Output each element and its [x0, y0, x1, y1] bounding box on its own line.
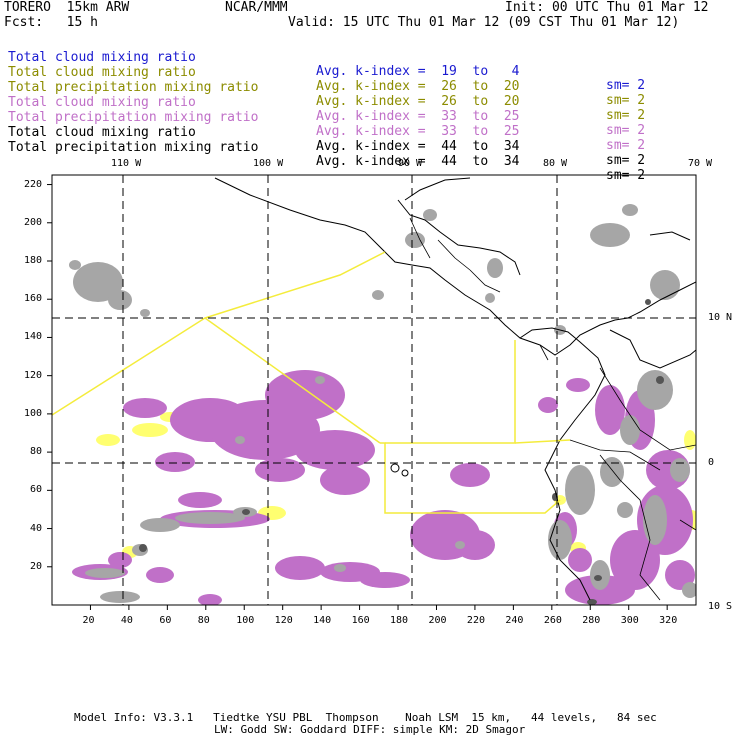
x-tick: 260: [543, 615, 562, 626]
legend-sm: sm= 2: [606, 123, 646, 138]
legend-sm: sm= 2: [606, 78, 646, 93]
valid-time: Valid: 15 UTC Thu 01 Mar 12 (09 CST Thu …: [288, 15, 680, 30]
legend-field: Total precipitation mixing ratio: [8, 110, 259, 125]
x-tick: 80: [197, 615, 210, 626]
lon-label: 100 W: [253, 158, 284, 169]
legend-sm: sm= 2: [606, 108, 646, 123]
legend-index: Avg. k-index = 19 to 4: [316, 64, 520, 79]
legend-field: Total cloud mixing ratio: [8, 125, 196, 140]
x-tick: 240: [505, 615, 524, 626]
model-name: TORERO 15km ARW: [4, 0, 130, 15]
legend-index: Avg. k-index = 33 to 25: [316, 109, 520, 124]
y-tick: 40: [30, 522, 43, 534]
legend-index: Avg. k-index = 33 to 25: [316, 124, 520, 139]
footer-physics-info: LW: Godd SW: Goddard DIFF: simple KM: 2D…: [214, 723, 526, 736]
x-tick: 100: [236, 615, 255, 626]
legend-index: Avg. k-index = 44 to 34: [316, 139, 520, 154]
legend-sm: sm= 2: [606, 93, 646, 108]
map-frame: [51, 174, 697, 606]
y-tick: 160: [24, 293, 43, 305]
lat-lon-grid: [52, 175, 696, 605]
x-tick: 220: [466, 615, 485, 626]
legend-field: Total cloud mixing ratio: [8, 65, 196, 80]
legend-sm: sm= 2: [606, 138, 646, 153]
y-tick: 120: [24, 369, 43, 381]
y-tick: 60: [30, 484, 43, 496]
x-tick: 280: [582, 615, 601, 626]
legend-row: Total cloud mixing ratio Avg. k-index = …: [0, 112, 645, 182]
legend-field: Total cloud mixing ratio: [8, 95, 196, 110]
legend-row: Total cloud mixing ratio Avg. k-index = …: [0, 52, 645, 122]
legend-row: Total precipitation mixing ratio Avg. k-…: [0, 67, 645, 137]
legend-field: Total precipitation mixing ratio: [8, 140, 259, 155]
legend-index: Avg. k-index = 26 to 20: [316, 79, 520, 94]
center-name: NCAR/MMM: [225, 0, 288, 15]
y-tick: 180: [24, 255, 43, 266]
init-time: Init: 00 UTC Thu 01 Mar 12: [505, 0, 709, 15]
lat-label: 10 S: [708, 601, 733, 612]
galapagos-islands: [390, 463, 409, 477]
forecast-hour: Fcst: 15 h: [4, 15, 98, 30]
x-tick: 180: [390, 615, 409, 626]
gray-cloud-patches: [69, 204, 696, 603]
legend-row: Total precipitation mixing ratio Avg. k-…: [0, 127, 645, 197]
x-tick: 40: [120, 615, 133, 626]
legend-sm: sm= 2: [606, 153, 646, 168]
lon-label: 70 W: [688, 158, 713, 169]
legend-index: Avg. k-index = 44 to 34: [316, 154, 520, 169]
x-tick: 160: [351, 615, 370, 626]
y-tick: 100: [24, 407, 43, 419]
x-tick: 200: [428, 615, 447, 626]
lon-label: 110 W: [111, 158, 142, 169]
map-layers: [52, 175, 696, 605]
x-tick: 20: [82, 615, 95, 626]
footer-model-info: Model Info: V3.3.1 Tiedtke YSU PBL Thomp…: [74, 711, 657, 724]
lat-label: 0: [708, 457, 715, 468]
legend-row: Total cloud mixing ratio Avg. k-index = …: [0, 82, 645, 152]
legend-field: Total precipitation mixing ratio: [8, 80, 259, 95]
lon-label: 80 W: [543, 158, 568, 169]
legend-row: Total cloud mixing ratio Avg. k-index = …: [0, 37, 645, 107]
y-tick: 220: [24, 178, 43, 190]
x-tick: 140: [313, 615, 332, 626]
flight-tracks: [52, 251, 571, 514]
x-tick: 320: [659, 615, 678, 626]
legend-field: Total cloud mixing ratio: [8, 50, 196, 65]
lon-label: 90 W: [398, 158, 423, 169]
country-borders: [409, 217, 696, 601]
legend-index: Avg. k-index = 26 to 20: [316, 94, 520, 109]
x-tick: 60: [159, 615, 172, 626]
y-tick: 80: [30, 446, 43, 458]
legend-row: Total precipitation mixing ratio Avg. k-…: [0, 97, 645, 167]
tick-marks: [47, 184, 668, 610]
x-tick: 120: [274, 615, 293, 626]
x-tick: 300: [620, 615, 639, 626]
y-tick: 140: [24, 331, 43, 343]
y-tick: 200: [24, 216, 43, 228]
y-tick: 20: [30, 560, 43, 572]
lat-label: 10 N: [708, 312, 733, 323]
